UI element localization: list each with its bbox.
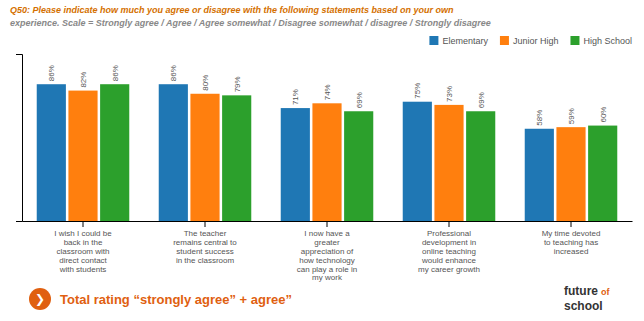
series-bars <box>68 91 585 221</box>
x-tick-mark <box>571 221 572 227</box>
bar <box>588 126 617 221</box>
x-tick: My time devotedto teaching hasincreased <box>542 221 601 256</box>
x-tick: I wish I could beback in theclassroom wi… <box>54 221 112 274</box>
x-tick: Professionaldevelopment inonline teachin… <box>418 221 480 274</box>
logo-text: school <box>564 299 603 313</box>
data-label: 58% <box>535 110 544 126</box>
x-tick-label-line: My time devoted <box>542 229 601 238</box>
subtitle: experience. Scale = Strongly agree / Agr… <box>10 18 491 28</box>
x-tick-label-line: appreciation of <box>301 247 354 256</box>
x-tick-label-line: development in <box>422 238 476 247</box>
legend-item: High School <box>570 36 632 46</box>
chart-container: Q50: Please indicate how much you agree … <box>0 0 644 321</box>
x-tick-label-line: student success <box>176 247 233 256</box>
x-tick-mark <box>83 221 84 227</box>
x-tick-label-line: my career growth <box>418 265 480 274</box>
x-tick-label-line: direct contact <box>59 256 107 265</box>
bar <box>312 103 341 221</box>
plot-area: 86% 86% 71% 75% 58% 82% 80% 74% 73% 59% 86% 79% 69% 6… <box>16 55 633 283</box>
logo-text: future <box>564 284 598 298</box>
legend-label: Junior High <box>513 36 559 46</box>
legend-swatch <box>429 36 438 45</box>
x-tick-label-line: The teacher <box>184 229 227 238</box>
legend-label: High School <box>583 36 632 46</box>
x-tick-mark <box>327 221 328 227</box>
x-tick-label-line: my work <box>312 273 343 282</box>
series-bars <box>100 84 617 221</box>
data-label: 86% <box>169 65 178 81</box>
x-tick-label-line: to teaching has <box>544 238 598 247</box>
x-tick-label-line: how technology <box>299 256 355 265</box>
bar <box>100 84 129 221</box>
x-tick-label-line: I now have a <box>304 229 350 238</box>
data-label: 74% <box>323 84 332 100</box>
data-label: 75% <box>413 83 422 99</box>
data-label: 82% <box>79 72 88 88</box>
x-tick-label-line: back in the <box>64 238 103 247</box>
bar <box>556 127 585 221</box>
data-label: 69% <box>476 92 485 108</box>
x-tick-label: The teacherremains central tostudent suc… <box>173 229 237 265</box>
series-bars <box>37 84 554 221</box>
x-tick-label-line: online teaching <box>422 247 476 256</box>
y-axis <box>16 55 23 222</box>
x-tick: The teacherremains central tostudent suc… <box>173 221 237 265</box>
data-label: 73% <box>445 86 454 102</box>
bar <box>68 91 97 221</box>
bar <box>434 105 463 221</box>
data-labels: 86% 86% 71% 75% 58% 82% 80% 74% 73% 59% 86% 79% 69% 6… <box>47 65 607 126</box>
legend-label: Elementary <box>442 36 488 46</box>
bar <box>525 129 554 221</box>
x-tick-label-line: in the classroom <box>176 256 235 265</box>
data-label: 71% <box>291 89 300 105</box>
legend-swatch <box>500 36 509 45</box>
logo-text: of <box>601 287 610 297</box>
bar <box>403 102 432 221</box>
x-tick-label-line: classroom with <box>57 247 110 256</box>
x-tick-label-line: increased <box>554 247 589 256</box>
data-label: 59% <box>567 108 576 124</box>
data-label: 79% <box>232 76 241 92</box>
footer-badge <box>29 288 51 310</box>
x-tick-label-line: remains central to <box>173 238 237 247</box>
legend-swatch <box>570 36 579 45</box>
data-label: 80% <box>201 75 210 91</box>
x-tick-label: My time devotedto teaching hasincreased <box>542 229 601 256</box>
legend: Elementary Junior High High School <box>429 36 632 46</box>
x-tick-label-line: with students <box>59 265 107 274</box>
bar <box>466 111 495 221</box>
x-tick-mark <box>205 221 206 227</box>
x-tick-label-line: Professional <box>427 229 471 238</box>
chart-svg: Q50: Please indicate how much you agree … <box>0 0 644 321</box>
x-tick-mark <box>449 221 450 227</box>
bars <box>37 84 618 221</box>
x-tick-label: I now have agreaterappreciation ofhow te… <box>297 229 357 283</box>
legend-item: Junior High <box>500 36 559 46</box>
bar <box>344 111 373 221</box>
x-tick-label: I wish I could beback in theclassroom wi… <box>54 229 112 274</box>
x-tick: I now have agreaterappreciation ofhow te… <box>297 221 357 282</box>
x-tick-label: Professionaldevelopment inonline teachin… <box>418 229 480 274</box>
x-tick-label-line: would enhance <box>421 256 476 265</box>
data-label: 69% <box>354 92 363 108</box>
title-group: Q50: Please indicate how much you agree … <box>10 5 491 28</box>
bar <box>37 84 66 221</box>
x-axis: I wish I could beback in theclassroom wi… <box>23 221 633 282</box>
footer-text: Total rating “strongly agree” + agree” <box>60 292 292 307</box>
bar <box>159 84 188 221</box>
footer-icon: ❯ <box>35 292 45 306</box>
bar <box>281 108 310 221</box>
bar <box>222 95 251 221</box>
x-tick-label-line: can play a role in <box>297 265 357 274</box>
y-axis-line <box>16 55 23 222</box>
x-tick-label-line: greater <box>314 238 340 247</box>
data-label: 86% <box>110 65 119 81</box>
legend-item: Elementary <box>429 36 488 46</box>
footer: ❯ Total rating “strongly agree” + agree” f… <box>29 284 610 313</box>
bar <box>190 94 219 221</box>
data-label: 60% <box>598 107 607 123</box>
x-tick-label-line: I wish I could be <box>54 229 112 238</box>
title: Q50: Please indicate how much you agree … <box>10 5 454 15</box>
data-label: 86% <box>47 65 56 81</box>
